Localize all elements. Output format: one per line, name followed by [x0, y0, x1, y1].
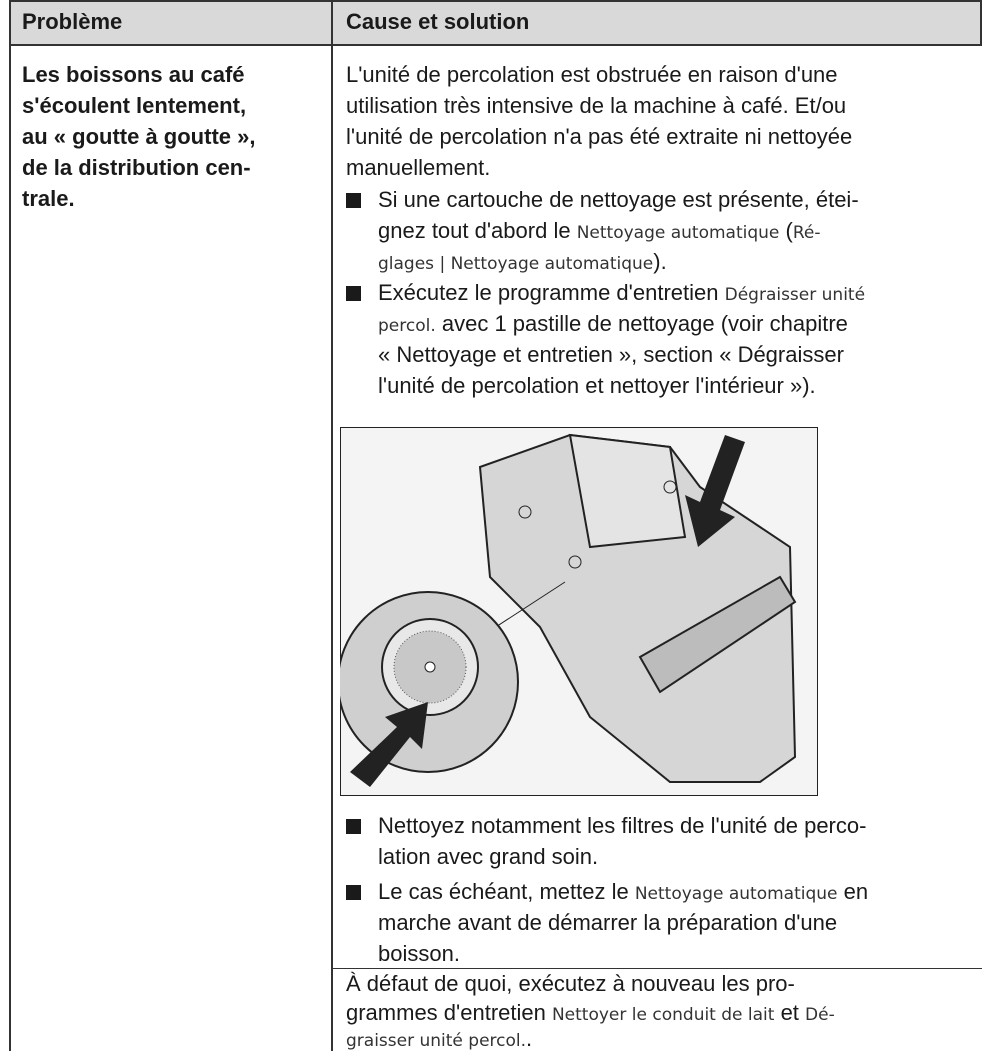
text-line: L'unité de percolation est obstruée en r… — [346, 60, 838, 90]
unit-top — [568, 433, 687, 549]
text-run: en — [837, 879, 869, 904]
unit-rod — [638, 575, 797, 694]
text-line: l'unité de percolation n'a pas été extra… — [346, 122, 852, 152]
problem-line: de la distribution cen- — [22, 155, 251, 180]
text-run: utilisation très intensive de la machine… — [346, 93, 847, 118]
text-line: percol. avec 1 pastille de nettoyage (vo… — [378, 309, 848, 341]
text-line: À défaut de quoi, exécutez à nouveau les… — [346, 969, 795, 999]
text-run: et — [774, 1000, 806, 1025]
text-run: Nettoyez notamment les filtres de l'unit… — [378, 813, 867, 838]
text-line: graisser unité percol.. — [346, 1024, 532, 1056]
text-run: l'unité de percolation n'a pas été extra… — [346, 124, 853, 149]
text-line: « Nettoyage et entretien », section « Dé… — [378, 340, 844, 370]
table-border — [9, 0, 11, 1051]
problem-line: s'écoulent lentement, — [22, 93, 247, 118]
display-text: Nettoyage automatique — [576, 223, 780, 243]
text-line: glages | Nettoyage automatique). — [378, 247, 667, 279]
bullet — [346, 819, 361, 834]
text-run: Exécutez le programme d'entretien — [378, 280, 725, 305]
problem-line: Les boissons au café — [22, 62, 245, 87]
text-run: manuellement. — [346, 155, 491, 180]
text-run: ( — [779, 218, 793, 243]
text-line: Le cas échéant, mettez le Nettoyage auto… — [378, 877, 868, 909]
table-border — [980, 0, 982, 46]
display-text: percol. — [378, 316, 436, 336]
text-run: grammes d'entretien — [346, 1000, 552, 1025]
text-run: l'unité de percolation et nettoyer l'int… — [378, 373, 816, 398]
screw — [518, 505, 532, 519]
bullet — [346, 286, 361, 301]
text-run: Si une cartouche de nettoyage est présen… — [378, 187, 859, 212]
text-run: lation avec grand soin. — [378, 844, 599, 869]
table-border — [331, 0, 333, 1051]
text-run: À défaut de quoi, exécutez à nouveau les… — [346, 971, 795, 996]
text-line: marche avant de démarrer la préparation … — [378, 908, 837, 938]
screw — [568, 555, 582, 569]
text-run: . — [526, 1026, 533, 1051]
text-run: « Nettoyage et entretien », section « Dé… — [378, 342, 844, 367]
text-line: boisson. — [378, 939, 460, 969]
text-run: marche avant de démarrer la préparation … — [378, 910, 838, 935]
text-line: gnez tout d'abord le Nettoyage automatiq… — [378, 216, 821, 248]
display-text: Dé- — [805, 1005, 835, 1025]
header-background — [9, 0, 982, 44]
display-text: graisser unité percol. — [346, 1031, 527, 1051]
table-border — [9, 0, 982, 2]
text-line: utilisation très intensive de la machine… — [346, 91, 846, 121]
display-text: Dégraisser unité — [724, 285, 866, 305]
text-line: manuellement. — [346, 153, 490, 183]
display-text: Nettoyer le conduit de lait — [551, 1005, 775, 1025]
table-border — [9, 44, 982, 46]
arrow — [685, 435, 745, 547]
problem-line: trale. — [22, 186, 75, 211]
brewing-unit-illustration — [340, 427, 818, 796]
screw — [663, 480, 677, 494]
text-line: Exécutez le programme d'entretien Dégrai… — [378, 278, 865, 310]
display-text: Ré- — [792, 223, 821, 243]
display-text: Nettoyage automatique — [634, 884, 838, 904]
text-line: Nettoyez notamment les filtres de l'unit… — [378, 811, 866, 841]
text-run: avec 1 pastille de nettoyage (voir chapi… — [435, 311, 848, 336]
filter-center — [424, 661, 436, 673]
text-run: Le cas échéant, mettez le — [378, 879, 635, 904]
header-cell: Cause et solution — [346, 9, 530, 34]
text-line: grammes d'entretien Nettoyer le conduit … — [346, 998, 835, 1030]
bullet — [346, 885, 361, 900]
problem-line: au « goutte à goutte », — [22, 124, 256, 149]
text-line: l'unité de percolation et nettoyer l'int… — [378, 371, 816, 401]
bullet — [346, 193, 361, 208]
text-run: L'unité de percolation est obstruée en r… — [346, 62, 838, 87]
text-run: ). — [653, 249, 667, 274]
text-run: gnez tout d'abord le — [378, 218, 577, 243]
arrow — [350, 702, 428, 787]
header-cell: Problème — [22, 9, 123, 34]
text-line: Si une cartouche de nettoyage est présen… — [378, 185, 859, 215]
separator — [333, 968, 982, 969]
text-line: lation avec grand soin. — [378, 842, 598, 872]
display-text: glages | Nettoyage automatique — [378, 254, 654, 274]
text-run: boisson. — [378, 941, 460, 966]
